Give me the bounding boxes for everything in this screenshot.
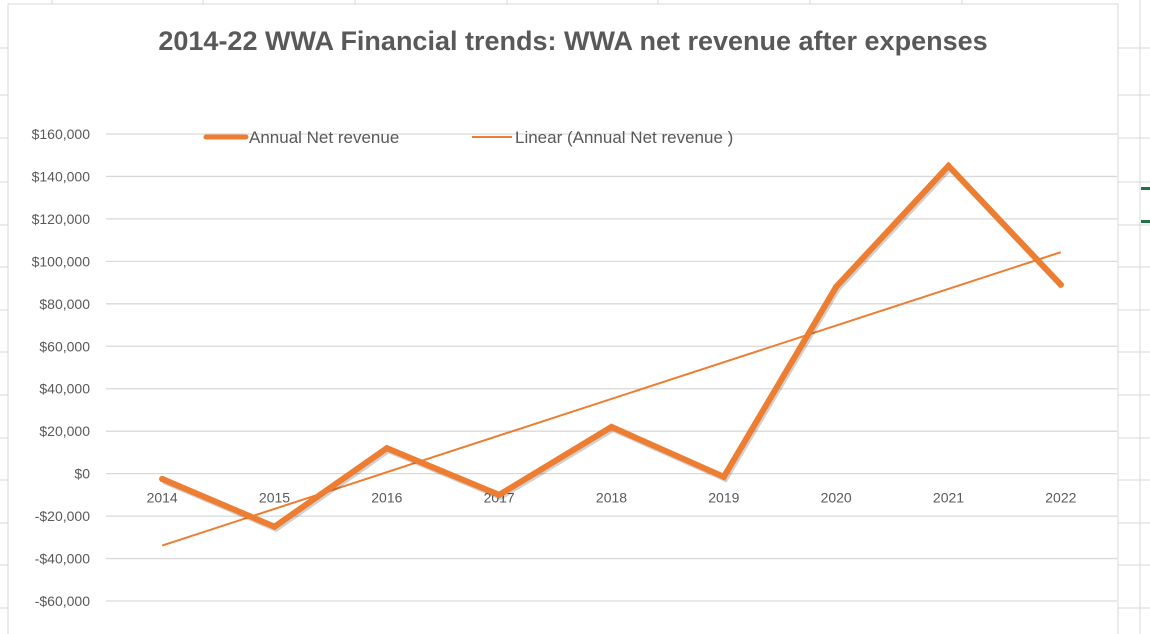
legend-trendline-label: Linear (Annual Net revenue ) (515, 128, 733, 147)
chart-title: 2014-22 WWA Financial trends: WWA net re… (158, 26, 987, 56)
x-tick-label: 2015 (259, 490, 290, 506)
y-tick-label: $100,000 (32, 253, 91, 269)
x-tick-label: 2021 (933, 490, 964, 506)
x-tick-label: 2019 (708, 490, 739, 506)
data-point[interactable] (608, 423, 615, 430)
y-tick-label: -$60,000 (35, 593, 90, 609)
y-tick-label: -$40,000 (35, 551, 90, 567)
data-point[interactable] (159, 475, 166, 482)
y-tick-label: $120,000 (32, 211, 91, 227)
data-point[interactable] (833, 283, 840, 290)
sheet-selection-marker (1141, 220, 1150, 223)
x-tick-label: 2022 (1045, 490, 1076, 506)
data-point[interactable] (720, 473, 727, 480)
data-point[interactable] (383, 445, 390, 452)
data-point[interactable] (1057, 281, 1064, 288)
data-point[interactable] (496, 491, 503, 498)
x-tick-label: 2020 (821, 490, 852, 506)
x-tick-label: 2014 (147, 490, 178, 506)
x-tick-label: 2018 (596, 490, 627, 506)
chart-area[interactable] (7, 3, 1119, 634)
sheet-selection-marker (1141, 187, 1150, 190)
y-tick-label: $60,000 (39, 338, 90, 354)
data-point[interactable] (271, 523, 278, 530)
legend-series-label: Annual Net revenue (249, 128, 399, 147)
y-tick-label: $140,000 (32, 168, 91, 184)
y-tick-label: $40,000 (39, 381, 90, 397)
data-point[interactable] (945, 162, 952, 169)
y-tick-label: $0 (74, 466, 90, 482)
y-tick-label: $20,000 (39, 423, 90, 439)
x-tick-label: 2016 (371, 490, 402, 506)
y-tick-label: $160,000 (32, 126, 91, 142)
trendline[interactable] (161, 251, 1062, 547)
y-tick-label: -$20,000 (35, 508, 90, 524)
y-tick-label: $80,000 (39, 296, 90, 312)
